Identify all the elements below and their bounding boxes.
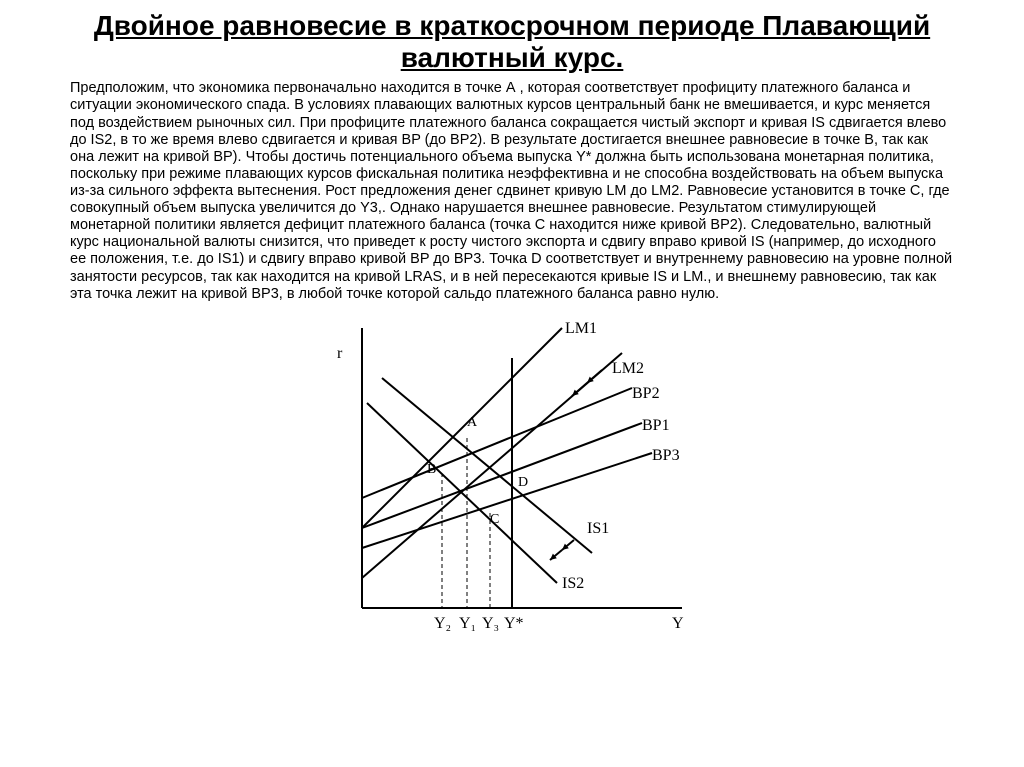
svg-text:C: C <box>490 512 499 527</box>
page-title: Двойное равновесие в краткосрочном перио… <box>70 10 954 74</box>
svg-text:r: r <box>337 345 343 362</box>
svg-text:BP3: BP3 <box>652 447 680 464</box>
svg-text:Y₁: Y₁ <box>459 615 476 632</box>
svg-text:Y₂: Y₂ <box>434 615 451 632</box>
svg-text:BP2: BP2 <box>632 385 660 402</box>
svg-text:Y₃: Y₃ <box>482 615 499 632</box>
body-paragraph: Предположим, что экономика первоначально… <box>70 80 954 302</box>
diagram-container: r Y LM1 LM2 BP2 BP1 BP3 IS1 IS2 A B D C Y₂ Y₁ Y₃ Y* <box>70 318 954 663</box>
svg-text:LM1: LM1 <box>565 320 597 337</box>
svg-text:BP1: BP1 <box>642 417 670 434</box>
is-lm-bp-diagram: r Y LM1 LM2 BP2 BP1 BP3 IS1 IS2 A B D C Y₂ Y₁ Y₃ Y* <box>302 318 722 658</box>
svg-text:IS1: IS1 <box>587 520 609 537</box>
svg-text:Y*: Y* <box>504 615 524 632</box>
svg-text:LM2: LM2 <box>612 360 644 377</box>
svg-text:IS2: IS2 <box>562 575 584 592</box>
svg-text:D: D <box>518 475 528 490</box>
svg-text:Y: Y <box>672 615 684 632</box>
svg-text:A: A <box>467 415 478 430</box>
svg-text:B: B <box>427 462 436 477</box>
